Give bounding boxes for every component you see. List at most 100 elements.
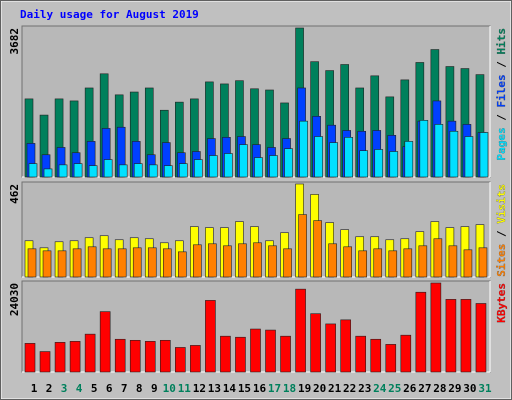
x-tick-label: 2 [46,382,53,395]
x-tick-label: 10 [163,382,176,395]
bar [269,155,278,178]
bar [208,243,217,278]
bar [463,249,473,278]
x-tick-label: 13 [208,382,221,395]
legend-entry: KBytes [495,283,508,323]
bar [117,248,127,278]
legend: KBytes [495,283,508,323]
x-tick-label: 12 [193,382,206,395]
x-tick-label: 14 [223,382,237,395]
bar [159,339,171,373]
bar [434,124,444,178]
bar [373,248,383,278]
x-tick-label: 9 [151,382,158,395]
legend-entry: Sites [495,244,508,277]
bar [99,311,111,373]
bar [478,247,488,278]
bar [54,342,66,373]
x-tick-label: 22 [343,382,356,395]
bar [329,142,338,178]
bar [419,120,429,178]
bar [314,136,323,178]
bar [265,329,276,373]
x-tick-label: 15 [238,382,251,395]
bar [224,153,233,178]
x-tick-label: 23 [358,382,371,395]
bar [147,247,157,278]
bar [43,168,53,178]
bar [84,333,96,373]
bar [254,157,263,178]
bar [24,343,36,373]
legend-entry: Visits [495,184,508,224]
x-tick-label: 1 [31,382,38,395]
bar [27,248,37,278]
bar [448,245,458,278]
bar [355,335,367,373]
bar [132,247,142,278]
bar [179,163,188,178]
bar [280,335,291,373]
x-tick-label: 16 [253,382,267,395]
bar [359,150,369,178]
bar [283,248,292,278]
bar [162,248,172,278]
bar [223,245,232,278]
bar [235,336,246,373]
bar [114,338,126,373]
x-tick-label: 26 [403,382,417,395]
bar [445,299,457,373]
bar [103,159,113,178]
bar [148,164,158,178]
legend-entry: Files [495,74,508,107]
bar [239,144,248,178]
bar [73,163,83,178]
bar [88,165,98,178]
x-tick-label: 3 [61,382,68,395]
x-tick-label: 31 [478,382,492,395]
legend-separator: / [495,55,508,75]
bar [358,250,368,278]
x-tick-label: 6 [106,382,113,395]
bar [268,245,277,278]
bar [389,151,399,178]
bar [57,250,67,278]
bar [220,335,231,373]
bar [133,163,143,178]
bar [415,291,427,373]
legend-separator: / [495,108,508,128]
x-tick-label: 29 [448,382,461,395]
legend: Sites / Visits [495,184,508,277]
bar [102,248,112,278]
bar [313,220,322,278]
bar [193,244,202,278]
x-tick-label: 27 [418,382,431,395]
bar [343,246,352,278]
bar [325,323,336,373]
x-tick-label: 11 [178,382,192,395]
legend-entry: Hits [495,28,508,55]
legend-entry: Pages [495,127,508,160]
x-tick-label: 5 [91,382,98,395]
bar [385,344,397,373]
x-tick-label: 17 [268,382,281,395]
bar [163,165,173,178]
legend: Pages / Files / Hits [495,28,508,161]
bar [328,243,337,278]
bar [475,303,487,373]
bar [129,339,141,373]
bar [87,246,97,278]
legend-separator: / [495,224,508,244]
x-tick-label: 8 [136,382,143,395]
x-tick-label: 28 [433,382,446,395]
bar [253,242,262,278]
bar [39,351,51,373]
bar [403,248,413,278]
bar [58,164,68,178]
bar [344,137,353,178]
x-tick-label: 4 [76,382,83,395]
bar [209,155,218,178]
bar [418,245,428,278]
bar [449,130,459,178]
